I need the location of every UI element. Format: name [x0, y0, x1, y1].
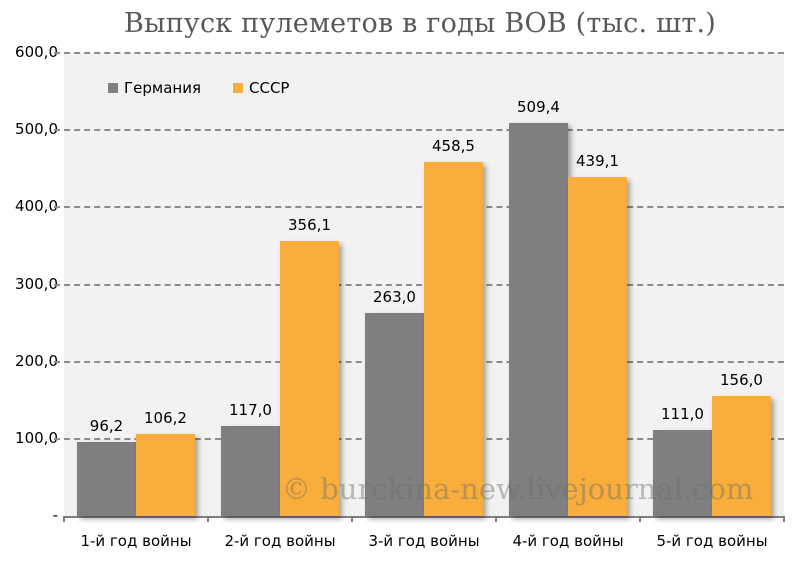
x-tick	[207, 516, 209, 522]
data-label: 439,1	[576, 152, 619, 171]
bar-ussr	[424, 162, 483, 516]
x-tick	[495, 516, 497, 522]
chart-title: Выпуск пулеметов в годы ВОВ (тыс. шт.)	[123, 8, 717, 39]
bar-ussr	[568, 177, 627, 516]
legend-label-ussr: СССР	[249, 79, 290, 97]
x-tick	[783, 516, 785, 522]
x-axis-line	[64, 516, 784, 518]
bar-ussr	[712, 395, 771, 516]
x-tick	[63, 516, 65, 522]
bar-ussr	[136, 434, 195, 516]
legend-label-germany: Германия	[124, 79, 201, 97]
watermark: © burckina-new.livejournal.com	[282, 472, 754, 506]
x-category-label: 3-й год войны	[368, 532, 480, 550]
legend-swatch-germany	[108, 83, 118, 93]
bar-germany	[365, 313, 424, 516]
y-tick-label: 600,0	[15, 43, 58, 61]
y-tick-label: -	[52, 506, 58, 524]
y-tick-label: 100,0	[15, 428, 58, 447]
x-category-label: 2-й год войны	[224, 532, 336, 550]
gridline	[54, 129, 784, 132]
data-label: 458,5	[432, 137, 475, 156]
bar-ussr	[280, 241, 339, 516]
data-label: 356,1	[288, 216, 331, 235]
bar-germany	[221, 425, 280, 516]
x-category-label: 5-й год войны	[656, 532, 768, 550]
bar-germany	[509, 122, 568, 516]
bar-germany	[77, 441, 136, 516]
data-label: 263,0	[373, 288, 416, 307]
data-label: 96,2	[89, 416, 124, 435]
data-label: 509,4	[517, 97, 560, 116]
x-tick	[639, 516, 641, 522]
legend-item-germany: Германия	[108, 79, 201, 97]
data-label: 117,0	[229, 400, 272, 419]
data-label: 106,2	[144, 409, 187, 428]
x-category-label: 1-й год войны	[80, 532, 192, 550]
legend-swatch-ussr	[233, 83, 243, 93]
bar-germany	[653, 430, 712, 516]
gridline	[54, 283, 784, 286]
gridline	[54, 206, 784, 209]
data-label: 156,0	[720, 370, 763, 389]
legend: Германия СССР	[108, 79, 321, 97]
y-tick-label: 200,0	[15, 351, 58, 370]
gridline	[54, 52, 784, 54]
data-label: 111,0	[661, 405, 704, 424]
y-tick-label: 400,0	[15, 197, 58, 216]
x-category-label: 4-й год войны	[512, 532, 624, 550]
y-tick-label: 500,0	[15, 120, 58, 139]
y-tick-label: 300,0	[15, 274, 58, 293]
x-tick	[351, 516, 353, 522]
legend-item-ussr: СССР	[233, 79, 289, 97]
